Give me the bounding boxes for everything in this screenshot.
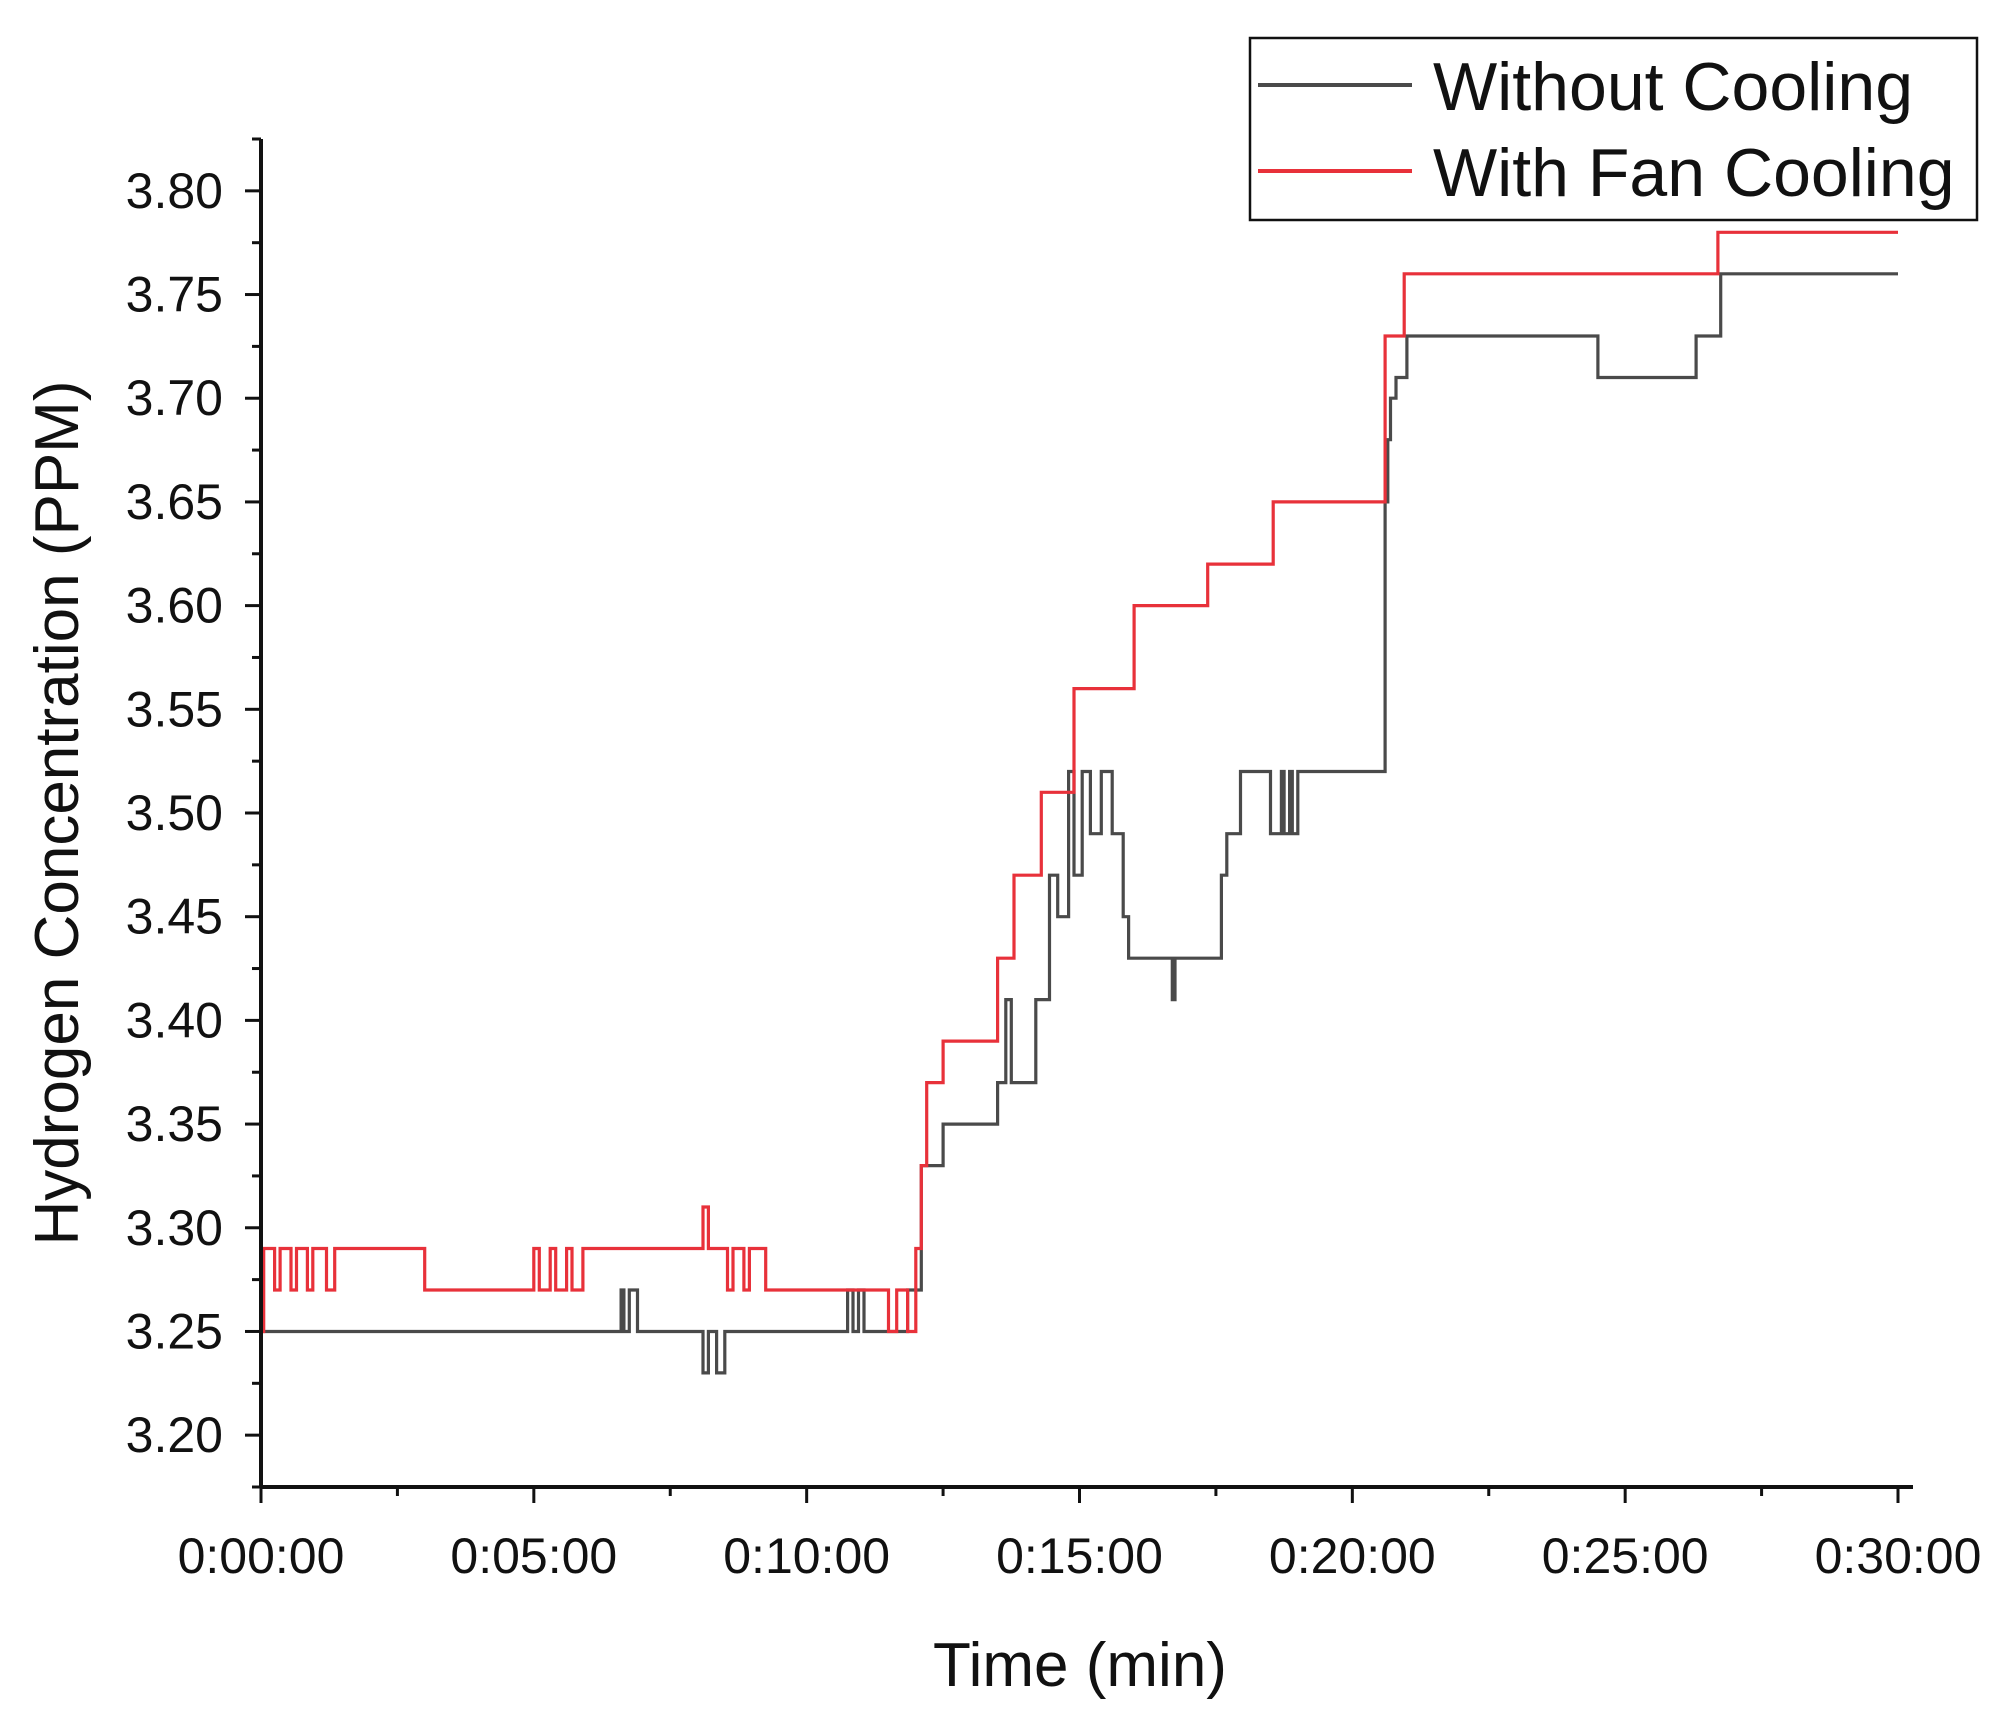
x-axis-title: Time (min) <box>933 1631 1227 1700</box>
y-tick-label-3.35: 3.35 <box>126 1096 223 1152</box>
legend-label-with-fan-cooling: With Fan Cooling <box>1433 135 1955 211</box>
y-tick-label-3.40: 3.40 <box>126 992 223 1048</box>
x-tick-label-0: 0:00:00 <box>178 1528 345 1584</box>
y-tick-label-3.65: 3.65 <box>126 474 223 530</box>
x-tick-label-10: 0:10:00 <box>723 1528 890 1584</box>
ticks-layer: 3.20 3.25 3.30 3.35 3.40 3.45 3.50 3.55 3.60 3.65… <box>126 137 1982 1584</box>
y-axis-title: Hydrogen Concentration (PPM) <box>23 381 92 1246</box>
y-tick-label-3.25: 3.25 <box>126 1303 223 1359</box>
x-tick-label-15: 0:15:00 <box>996 1528 1163 1584</box>
y-tick-label-3.80: 3.80 <box>126 163 223 219</box>
y-tick-label-3.75: 3.75 <box>126 267 223 323</box>
x-tick-label-25: 0:25:00 <box>1542 1528 1709 1584</box>
legend: Without Cooling With Fan Cooling <box>1248 36 1979 222</box>
legend-box <box>1248 36 1979 222</box>
x-tick-label-20: 0:20:00 <box>1269 1528 1436 1584</box>
series-layer <box>261 230 1898 1375</box>
y-tick-label-3.70: 3.70 <box>126 370 223 426</box>
y-tick-label-3.50: 3.50 <box>126 785 223 841</box>
series-line-without-cooling <box>261 272 1898 1375</box>
x-tick-label-5: 0:05:00 <box>450 1528 617 1584</box>
y-tick-label-3.45: 3.45 <box>126 889 223 945</box>
y-tick-label-3.60: 3.60 <box>126 578 223 634</box>
series-line-with-fan-cooling <box>261 230 1898 1334</box>
y-tick-label-3.30: 3.30 <box>126 1200 223 1256</box>
y-tick-label-3.20: 3.20 <box>126 1407 223 1463</box>
legend-label-without-cooling: Without Cooling <box>1433 49 1913 125</box>
y-tick-label-3.55: 3.55 <box>126 681 223 737</box>
x-tick-label-30: 0:30:00 <box>1815 1528 1982 1584</box>
